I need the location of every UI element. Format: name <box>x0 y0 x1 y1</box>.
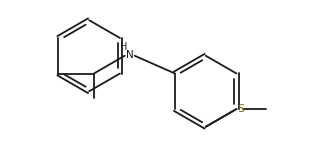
Text: S: S <box>237 104 244 114</box>
Text: N: N <box>126 50 134 60</box>
Text: H: H <box>120 42 128 52</box>
